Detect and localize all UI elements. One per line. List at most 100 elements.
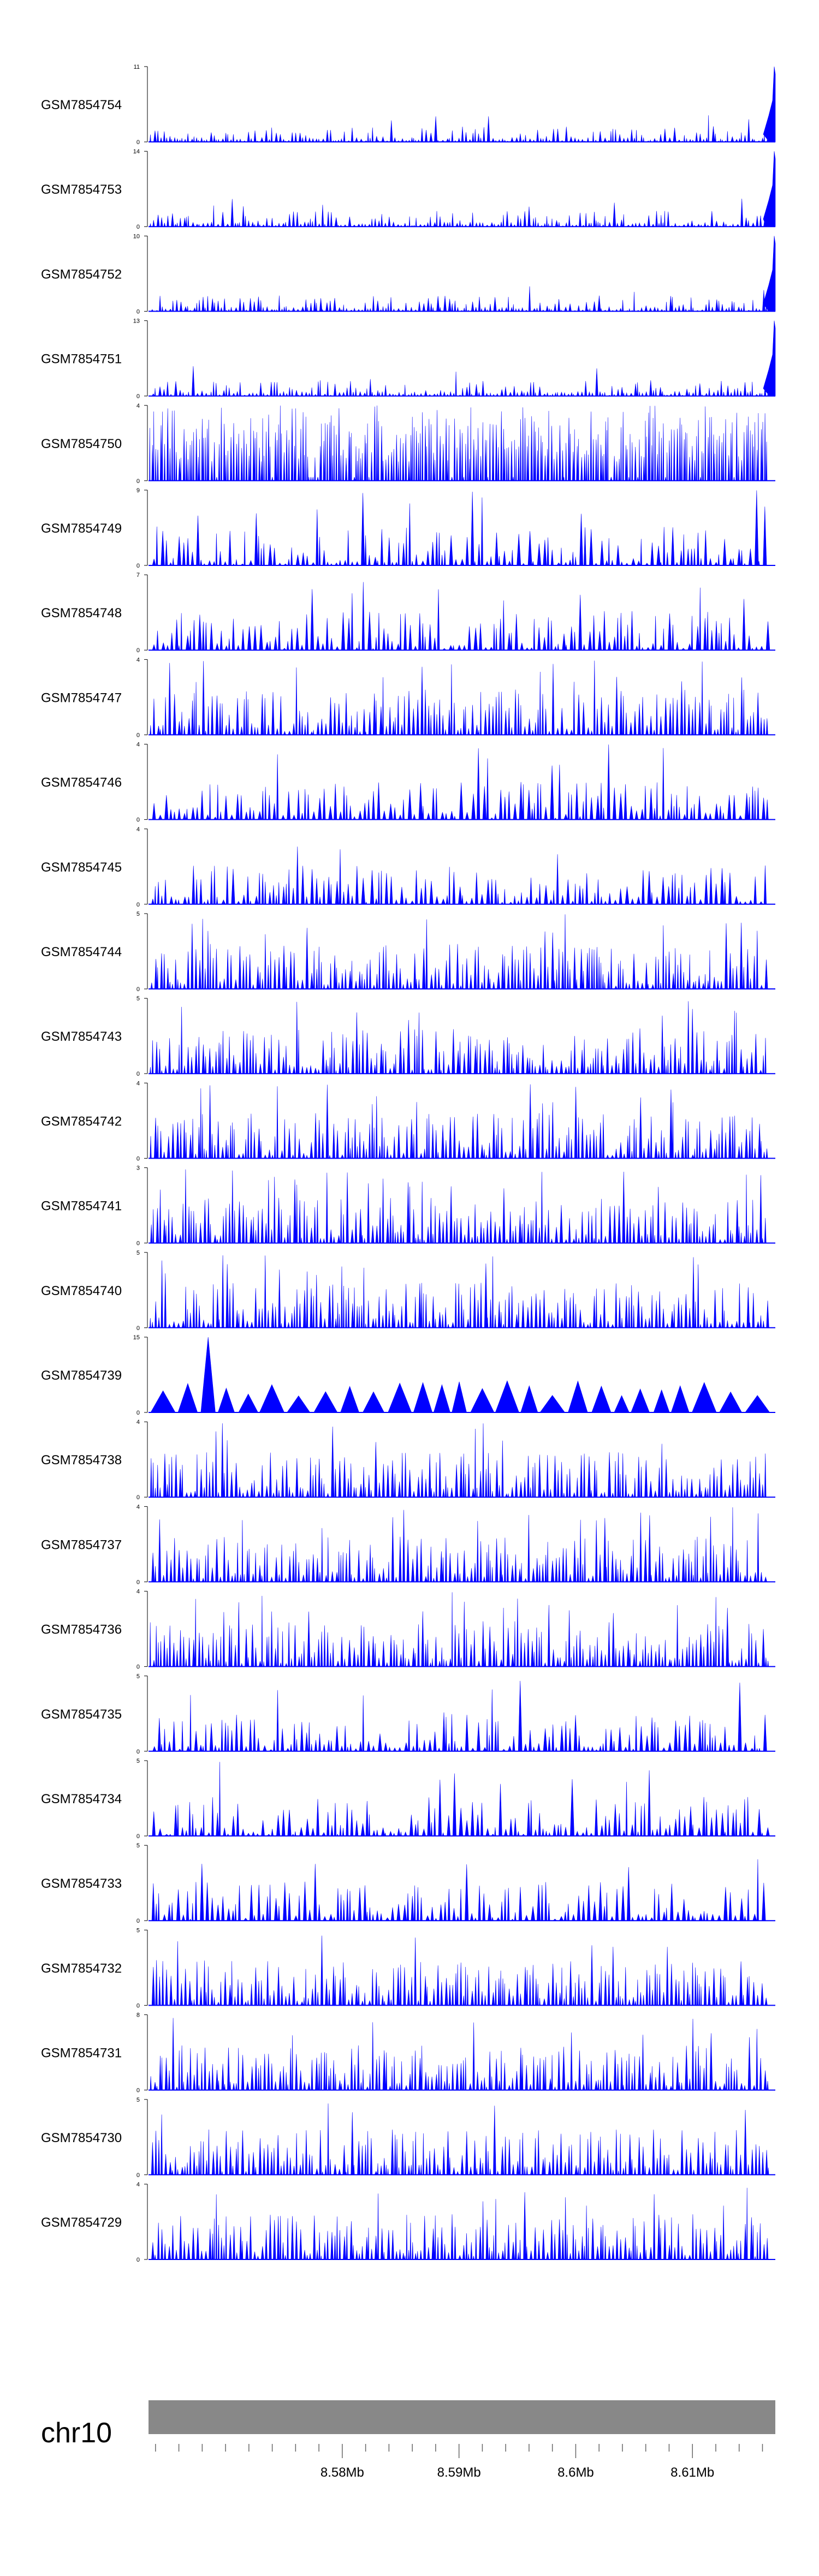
coverage-area xyxy=(149,660,775,735)
y-tick-label-max: 5 xyxy=(136,1927,140,1934)
y-tick-label-max: 4 xyxy=(136,1419,140,1426)
y-tick-label-max: 7 xyxy=(136,572,140,579)
track: GSM7854748 7 0 xyxy=(41,572,775,654)
y-tick-label-max: 5 xyxy=(136,2097,140,2103)
track-label: GSM7854737 xyxy=(41,1537,122,1552)
coverage-area xyxy=(149,66,776,142)
track-label: GSM7854753 xyxy=(41,182,122,197)
coverage-area xyxy=(149,1337,775,1413)
y-tick-label-min: 0 xyxy=(136,393,140,400)
y-tick-label-min: 0 xyxy=(136,1494,140,1501)
track-label: GSM7854742 xyxy=(41,1114,122,1129)
y-tick-label-max: 4 xyxy=(136,742,140,748)
ideogram-bar xyxy=(149,2400,775,2434)
track-label: GSM7854738 xyxy=(41,1453,122,1468)
track: GSM7854733 5 0 xyxy=(41,1842,775,1924)
y-tick-label-min: 0 xyxy=(136,224,140,230)
y-tick-label-max: 4 xyxy=(136,1504,140,1510)
track-label: GSM7854741 xyxy=(41,1199,122,1214)
track: GSM7854731 8 0 xyxy=(41,2012,775,2094)
y-tick-label-max: 5 xyxy=(136,1842,140,1849)
track: GSM7854735 5 0 xyxy=(41,1673,775,1755)
y-tick-label-max: 3 xyxy=(136,1165,140,1172)
y-tick-label-min: 0 xyxy=(136,732,140,738)
y-tick-label-min: 0 xyxy=(136,1664,140,1671)
track-label: GSM7854740 xyxy=(41,1284,122,1298)
x-axis: 8.58Mb 8.59Mb 8.6Mb 8.61Mb xyxy=(155,2444,763,2480)
track: GSM7854730 5 0 xyxy=(41,2097,775,2179)
y-tick-label-max: 4 xyxy=(136,657,140,663)
y-tick-label-max: 4 xyxy=(136,2181,140,2188)
track: GSM7854737 4 0 xyxy=(41,1504,775,1585)
y-tick-label-min: 0 xyxy=(136,1579,140,1585)
y-tick-label-max: 4 xyxy=(136,826,140,833)
track-label: GSM7854748 xyxy=(41,606,122,621)
track: GSM7854739 15 0 xyxy=(41,1334,775,1416)
y-tick-label-max: 5 xyxy=(136,1758,140,1764)
coverage-area xyxy=(149,1169,775,1243)
coverage-area xyxy=(149,1507,775,1582)
track-label: GSM7854736 xyxy=(41,1623,122,1637)
track: GSM7854741 3 0 xyxy=(41,1165,775,1247)
coverage-area xyxy=(149,1935,775,2006)
track-label: GSM7854732 xyxy=(41,1961,122,1976)
y-tick-label-max: 5 xyxy=(136,1250,140,1256)
coverage-area xyxy=(149,151,776,228)
y-tick-label-min: 0 xyxy=(136,902,140,908)
track-label: GSM7854731 xyxy=(41,2046,122,2061)
track: GSM7854729 4 0 xyxy=(41,2181,775,2263)
chromosome-ideogram: chr10 8.58Mb 8.59Mb 8.6Mb 8.61Mb xyxy=(41,2400,775,2480)
track: GSM7854734 5 0 xyxy=(41,1758,775,1840)
track-label: GSM7854752 xyxy=(41,267,122,282)
y-tick-label-min: 0 xyxy=(136,1918,140,1924)
track-list: GSM7854754110GSM7854753140GSM7854752100G… xyxy=(41,64,776,2263)
track: GSM7854749 9 0 xyxy=(41,487,775,569)
track-label: GSM7854751 xyxy=(41,352,122,367)
track: GSM7854751 13 0 xyxy=(41,318,776,400)
coverage-area xyxy=(149,2018,775,2090)
y-tick-label-min: 0 xyxy=(136,2002,140,2009)
track: GSM7854752 10 0 xyxy=(41,233,776,315)
coverage-area xyxy=(149,236,776,312)
track-label: GSM7854747 xyxy=(41,690,122,705)
y-tick-label-min: 0 xyxy=(136,1410,140,1416)
track-label: GSM7854750 xyxy=(41,437,122,451)
y-tick-label-max: 15 xyxy=(133,1334,140,1341)
track-label: GSM7854735 xyxy=(41,1707,122,1722)
coverage-area xyxy=(149,846,775,905)
y-tick-label-min: 0 xyxy=(136,986,140,993)
y-tick-label-max: 5 xyxy=(136,995,140,1002)
track: GSM7854746 4 0 xyxy=(41,742,775,824)
track: GSM7854754 11 0 xyxy=(41,64,776,146)
y-tick-label-min: 0 xyxy=(136,647,140,654)
track: GSM7854747 4 0 xyxy=(41,657,775,738)
y-tick-label-min: 0 xyxy=(136,1325,140,1332)
y-tick-label-max: 8 xyxy=(136,2012,140,2019)
y-tick-label-min: 0 xyxy=(136,1749,140,1755)
y-tick-label-min: 0 xyxy=(136,478,140,485)
coverage-area xyxy=(149,1084,775,1159)
track-label: GSM7854730 xyxy=(41,2131,122,2145)
coverage-area xyxy=(149,1592,775,1667)
y-tick-label-min: 0 xyxy=(136,817,140,824)
track-label: GSM7854754 xyxy=(41,98,122,112)
coverage-area xyxy=(149,1255,775,1328)
track-label: GSM7854746 xyxy=(41,776,122,790)
y-tick-label-max: 14 xyxy=(133,148,140,155)
track-label: GSM7854745 xyxy=(41,860,122,875)
y-tick-label-max: 4 xyxy=(136,1589,140,1595)
track-label: GSM7854734 xyxy=(41,1792,122,1806)
track: GSM7854738 4 0 xyxy=(41,1419,775,1501)
y-tick-label-min: 0 xyxy=(136,139,140,146)
coverage-area xyxy=(149,582,775,651)
track-label: GSM7854744 xyxy=(41,945,122,959)
x-tick-label: 8.61Mb xyxy=(670,2465,714,2480)
chromosome-label: chr10 xyxy=(41,2417,112,2449)
track-label: GSM7854749 xyxy=(41,521,122,536)
track-label: GSM7854739 xyxy=(41,1368,122,1383)
coverage-area xyxy=(149,1001,775,1074)
track: GSM7854745 4 0 xyxy=(41,826,775,908)
y-tick-label-max: 11 xyxy=(134,64,140,70)
track: GSM7854740 5 0 xyxy=(41,1250,775,1332)
y-tick-label-max: 4 xyxy=(136,1080,140,1087)
